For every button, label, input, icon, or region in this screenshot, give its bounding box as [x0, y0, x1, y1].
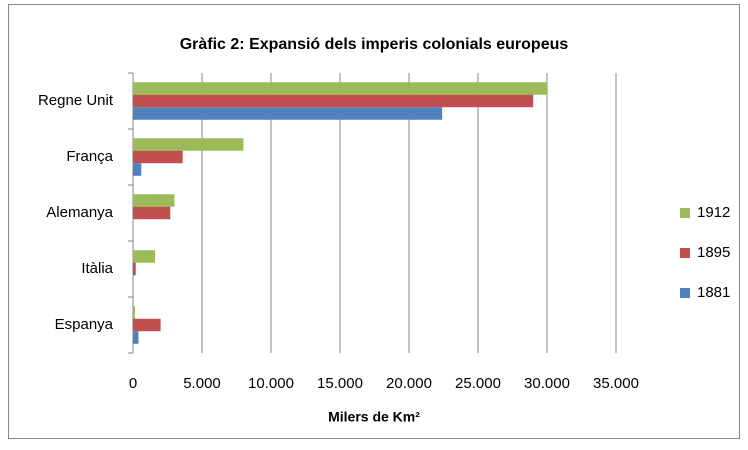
- y-tick-label: França: [66, 148, 113, 165]
- bar: [133, 94, 534, 108]
- x-tick-label: 5.000: [183, 375, 221, 392]
- x-tick-label: 10.000: [248, 375, 294, 392]
- bar: [133, 150, 183, 164]
- x-tick-label: 30.000: [524, 375, 570, 392]
- x-tick-label: 20.000: [386, 375, 432, 392]
- bar: [133, 194, 175, 207]
- legend-swatch: [680, 248, 690, 258]
- y-tick-label: Espanya: [55, 316, 114, 333]
- bar: [133, 82, 547, 95]
- legend-label: 1895: [697, 244, 730, 261]
- legend-swatch: [680, 208, 690, 218]
- y-tick-label: Itàlia: [81, 260, 113, 277]
- x-tick-label: 25.000: [455, 375, 501, 392]
- bar: [133, 163, 142, 176]
- bar: [133, 331, 139, 344]
- legend-label: 1881: [697, 284, 730, 301]
- x-axis-title: Milers de Km²: [328, 409, 420, 425]
- x-tick-label: 0: [129, 375, 137, 392]
- legend-swatch: [680, 288, 690, 298]
- bar: [133, 262, 136, 276]
- bar: [133, 318, 161, 332]
- legend-label: 1912: [697, 204, 730, 221]
- bar: [133, 138, 244, 151]
- x-tick-label: 15.000: [317, 375, 363, 392]
- bar: [133, 107, 443, 120]
- chart-frame: [8, 4, 740, 439]
- bar: [133, 206, 171, 220]
- bar: [133, 306, 136, 319]
- x-tick-label: 35.000: [593, 375, 639, 392]
- y-tick-label: Alemanya: [46, 204, 113, 221]
- bar: [133, 250, 156, 263]
- chart-title: Gràfic 2: Expansió dels imperis colonial…: [180, 36, 569, 53]
- y-tick-label: Regne Unit: [38, 92, 114, 109]
